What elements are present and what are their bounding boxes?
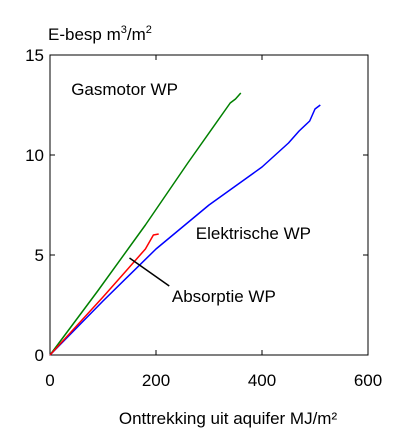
annotation-pointer-line: [129, 257, 170, 287]
y-axis-label: E-besp m3/m2: [48, 24, 152, 44]
series-line-gasmotor-wp: [49, 92, 242, 356]
series-label-absorptie-wp: Absorptie WP: [172, 287, 276, 306]
series-line-absorptie-wp: [49, 233, 159, 356]
x-tick-label: 200: [142, 371, 170, 390]
y-tick-label: 10: [25, 146, 44, 165]
y-tick-label: 5: [35, 246, 44, 265]
series-label-gasmotor-wp: Gasmotor WP: [71, 80, 178, 99]
y-axis-label-sup2: 2: [146, 24, 152, 36]
series-line-elektrische-wp: [49, 104, 321, 356]
series-label-elektrische-wp: Elektrische WP: [196, 224, 311, 243]
plot-frame: [49, 54, 369, 356]
x-axis-label: Onttrekking uit aquifer MJ/m²: [119, 409, 338, 428]
y-axis-label-sup1: 3: [121, 24, 127, 36]
annotations: Gasmotor WP Elektrische WP Absorptie WP: [71, 80, 311, 306]
y-axis-label-main: E-besp m: [48, 25, 121, 44]
x-tick-label: 400: [248, 371, 276, 390]
y-axis-label-mid: /m: [127, 25, 146, 44]
y-tick-label: 0: [35, 346, 44, 365]
x-tick-label: 0: [45, 371, 54, 390]
axis-ticks: 0 200 400 600 0 5 10 15: [25, 46, 382, 390]
series-lines: [49, 92, 321, 356]
x-tick-label: 600: [354, 371, 382, 390]
y-tick-label: 15: [25, 46, 44, 65]
